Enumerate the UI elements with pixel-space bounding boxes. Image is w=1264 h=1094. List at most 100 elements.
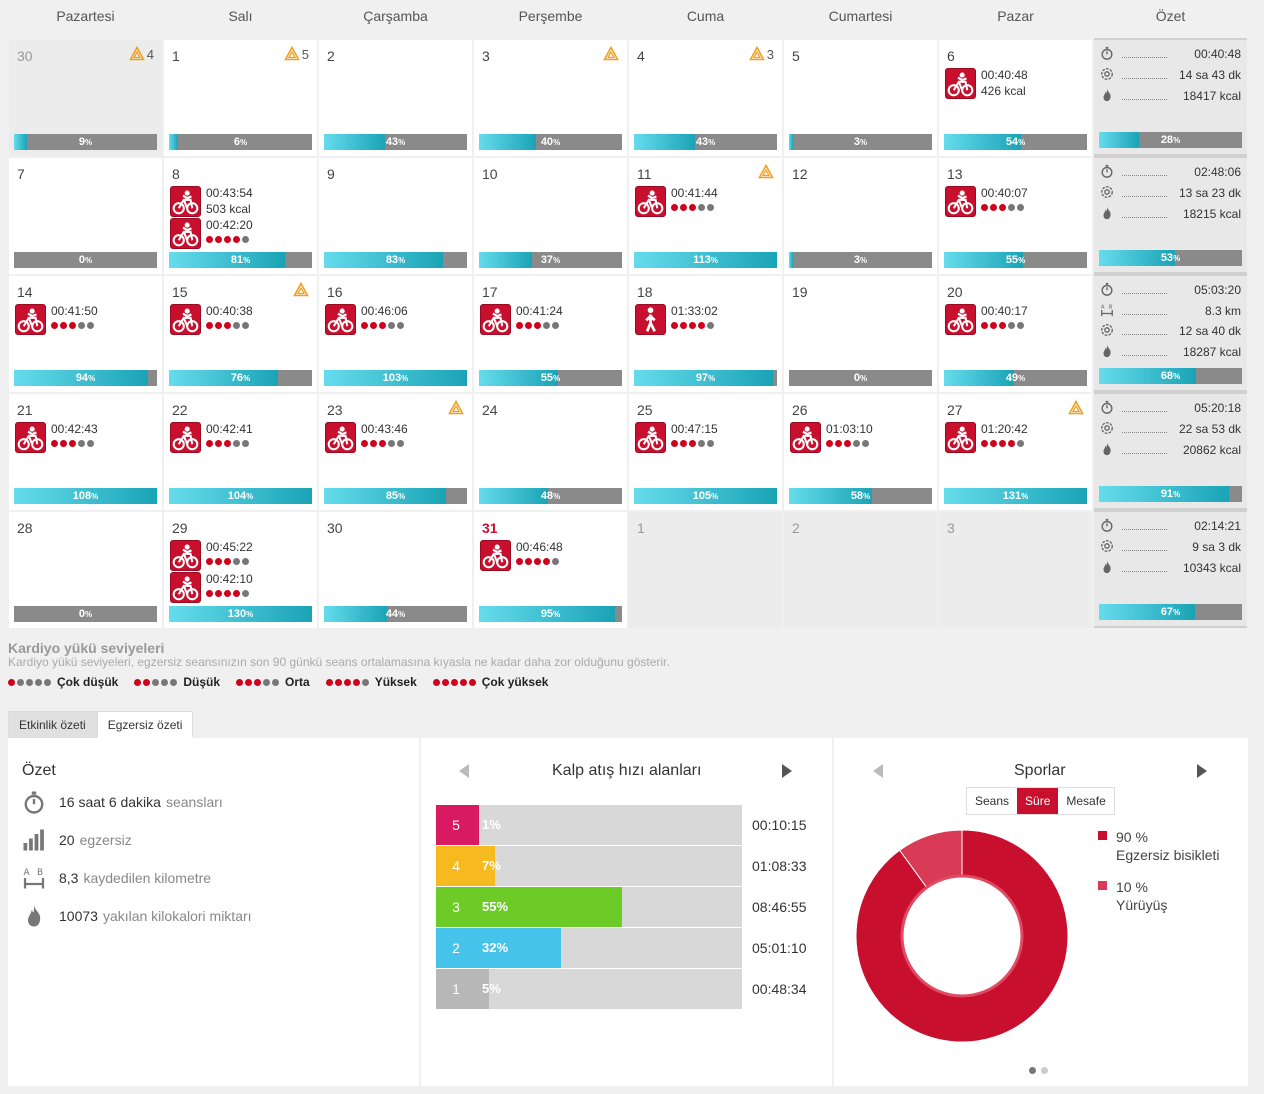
percent-sign: % xyxy=(401,374,409,383)
walking-icon xyxy=(635,304,666,335)
training-session[interactable]: 00:46:48 xyxy=(480,540,626,572)
training-session[interactable]: 00:41:50 xyxy=(15,304,161,336)
page-dot-active[interactable] xyxy=(1029,1067,1036,1074)
calendar-day-cell[interactable]: 17 00:41:24 55% xyxy=(474,276,627,392)
training-load-fill xyxy=(634,370,773,386)
training-session[interactable]: 00:40:48 426 kcal xyxy=(945,68,1091,100)
summary-value: 22 sa 53 dk xyxy=(1178,422,1241,436)
calendar-day-cell[interactable]: 2 43% xyxy=(319,40,472,156)
day-number: 25 xyxy=(637,402,653,418)
training-session[interactable]: 00:42:41 xyxy=(170,422,316,454)
calendar-day-cell[interactable]: 30 4 9% xyxy=(9,40,162,156)
calendar-day-cell[interactable]: 7 0% xyxy=(9,158,162,274)
calendar-day-cell[interactable]: 20 00:40:17 49% xyxy=(939,276,1092,392)
summary-value: 05:03:20 xyxy=(1194,283,1241,297)
training-load-value: 103 xyxy=(382,372,402,384)
calendar-day-cell[interactable]: 8 00:43:54 503 kcal 00:42:20 81% xyxy=(164,158,317,274)
training-session[interactable]: 00:45:22 xyxy=(170,540,316,572)
training-session[interactable]: 00:42:10 xyxy=(170,572,316,604)
calendar-day-cell[interactable]: 29 00:45:22 00:42:10 130% xyxy=(164,512,317,628)
load-dot-empty xyxy=(1017,204,1024,211)
training-load-bar: 43% xyxy=(634,134,777,150)
calendar-day-cell[interactable]: 19 0% xyxy=(784,276,937,392)
training-session[interactable]: 00:41:24 xyxy=(480,304,626,336)
hr-zone-fill xyxy=(476,969,490,1009)
load-dot-empty xyxy=(388,322,395,329)
calendar-day-cell[interactable]: 25 00:47:15 105% xyxy=(629,394,782,510)
calendar-day-cell[interactable]: 5 3% xyxy=(784,40,937,156)
training-session[interactable]: 00:46:06 xyxy=(325,304,471,336)
summary-row: 05:20:18 xyxy=(1100,398,1241,418)
toggle-duration[interactable]: Süre xyxy=(1017,788,1059,814)
calendar-day-cell[interactable]: 9 83% xyxy=(319,158,472,274)
training-session[interactable]: 00:43:54 503 kcal xyxy=(170,186,316,218)
percent-sign: % xyxy=(553,492,561,501)
calendar-day-cell[interactable]: 3 40% xyxy=(474,40,627,156)
tab-exercise-summary[interactable]: Egzersiz özeti xyxy=(96,711,194,738)
training-session[interactable]: 00:40:07 xyxy=(945,186,1091,218)
hr-next-arrow[interactable] xyxy=(782,764,792,778)
calendar-day-cell[interactable]: 10 37% xyxy=(474,158,627,274)
dotted-leader xyxy=(1122,78,1167,79)
dotted-leader xyxy=(1122,196,1167,197)
percent-sign: % xyxy=(88,374,96,383)
calendar-day-cell[interactable]: 22 00:42:41 104% xyxy=(164,394,317,510)
calendar-day-cell[interactable]: 11 00:41:44 113% xyxy=(629,158,782,274)
training-load-label: 3% xyxy=(789,252,932,268)
calendar-day-cell[interactable]: 3 xyxy=(939,512,1092,628)
load-dot-filled xyxy=(999,440,1006,447)
training-session[interactable]: 00:42:43 xyxy=(15,422,161,454)
calendar-day-cell[interactable]: 6 00:40:48 426 kcal 54% xyxy=(939,40,1092,156)
calendar-day-cell[interactable]: 15 00:40:38 76% xyxy=(164,276,317,392)
calendar-day-cell[interactable]: 1 xyxy=(629,512,782,628)
summary-row: 02:14:21 xyxy=(1100,516,1241,536)
calendar-day-cell[interactable]: 30 44% xyxy=(319,512,472,628)
calendar-day-cell[interactable]: 31 00:46:48 95% xyxy=(474,512,627,628)
page-dot[interactable] xyxy=(1041,1067,1048,1074)
calendar-day-cell[interactable]: 2 xyxy=(784,512,937,628)
load-dot-empty xyxy=(853,440,860,447)
training-session[interactable]: 00:43:46 xyxy=(325,422,471,454)
training-session[interactable]: 00:41:44 xyxy=(635,186,781,218)
toggle-sessions[interactable]: Seans xyxy=(967,788,1018,814)
summary-value: 20862 kcal xyxy=(1182,443,1241,457)
training-session[interactable]: 00:40:38 xyxy=(170,304,316,336)
hr-prev-arrow[interactable] xyxy=(459,764,469,778)
training-session[interactable]: 01:33:02 xyxy=(635,304,781,336)
load-dot-empty xyxy=(78,322,85,329)
calendar-day-cell[interactable]: 24 48% xyxy=(474,394,627,510)
warning-icon xyxy=(128,46,145,62)
training-session[interactable]: 00:40:17 xyxy=(945,304,1091,336)
calendar-day-cell[interactable]: 27 01:20:42 131% xyxy=(939,394,1092,510)
calendar-day-cell[interactable]: 21 00:42:43 108% xyxy=(9,394,162,510)
recovery-icon xyxy=(1100,539,1114,553)
load-dot-filled xyxy=(206,322,213,329)
load-dot-empty xyxy=(35,678,42,686)
calendar-day-cell[interactable]: 4 3 43% xyxy=(629,40,782,156)
training-session[interactable]: 01:03:10 xyxy=(790,422,936,454)
calendar-day-cell[interactable]: 26 01:03:10 58% xyxy=(784,394,937,510)
training-session[interactable]: 00:42:20 xyxy=(170,218,316,250)
calendar-day-cell[interactable]: 28 0% xyxy=(9,512,162,628)
calendar-day-cell[interactable]: 18 01:33:02 97% xyxy=(629,276,782,392)
hr-zone-bar: 2 32% xyxy=(436,928,742,968)
calendar-day-cell[interactable]: 12 3% xyxy=(784,158,937,274)
training-load-bar: 95% xyxy=(479,606,622,622)
training-session[interactable]: 00:47:15 xyxy=(635,422,781,454)
calendar-day-cell[interactable]: 23 00:43:46 85% xyxy=(319,394,472,510)
calendar-day-cell[interactable]: 1 5 6% xyxy=(164,40,317,156)
training-session[interactable]: 01:20:42 xyxy=(945,422,1091,454)
calendar-day-cell[interactable]: 14 00:41:50 94% xyxy=(9,276,162,392)
dotted-leader xyxy=(1122,550,1167,551)
hr-zone-time: 00:10:15 xyxy=(752,817,807,833)
calendar-day-cell[interactable]: 16 00:46:06 103% xyxy=(319,276,472,392)
load-dot-filled xyxy=(215,440,222,447)
sports-next-arrow[interactable] xyxy=(1197,764,1207,778)
sports-prev-arrow[interactable] xyxy=(873,764,883,778)
calendar-day-cell[interactable]: 13 00:40:07 55% xyxy=(939,158,1092,274)
tab-activity-summary[interactable]: Etkinlik özeti xyxy=(8,711,97,738)
summary-row: 18417 kcal xyxy=(1100,86,1241,106)
session-duration: 00:40:17 xyxy=(981,304,1028,318)
flame-icon xyxy=(1100,206,1114,220)
toggle-distance[interactable]: Mesafe xyxy=(1058,788,1114,814)
